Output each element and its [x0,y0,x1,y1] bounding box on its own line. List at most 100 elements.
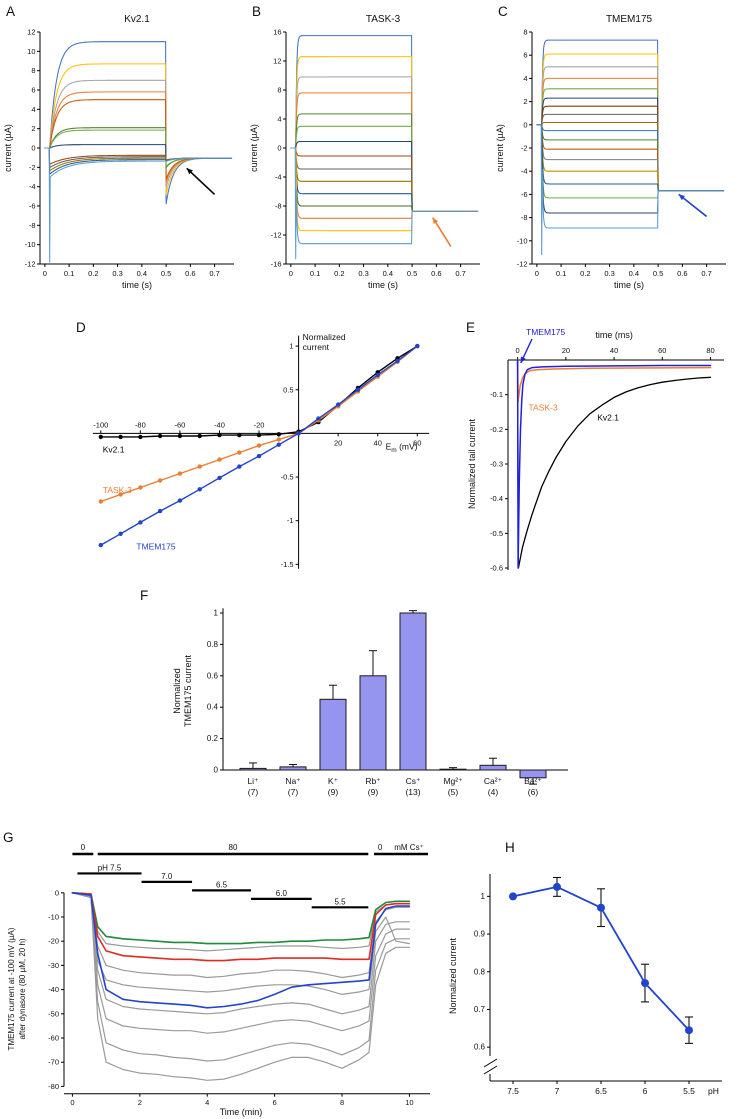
svg-text:12: 12 [273,57,281,66]
svg-text:current: current [303,342,330,352]
svg-text:0.4: 0.4 [137,269,147,278]
svg-text:80: 80 [706,346,714,355]
svg-text:1: 1 [481,892,486,901]
svg-text:-6: -6 [521,190,528,199]
svg-text:40: 40 [374,438,382,447]
svg-text:current (µA): current (µA) [495,124,505,172]
svg-text:-12: -12 [517,260,528,269]
panel-label-d: D [76,320,86,335]
svg-text:-60: -60 [174,420,185,429]
svg-text:Na⁺: Na⁺ [285,776,301,786]
svg-text:Em (mV): Em (mV) [386,441,418,454]
svg-text:5.5: 5.5 [683,1086,695,1096]
svg-text:0.7: 0.7 [455,269,465,278]
svg-text:-8: -8 [275,202,282,211]
svg-text:2: 2 [523,97,527,106]
svg-text:-0.3: -0.3 [490,460,503,469]
svg-text:-20: -20 [254,420,265,429]
svg-text:TASK-3: TASK-3 [103,485,132,495]
svg-text:8: 8 [340,1098,344,1107]
svg-text:0.4: 0.4 [383,269,393,278]
svg-text:6.5: 6.5 [216,880,228,889]
svg-text:pH 7.5: pH 7.5 [98,863,122,872]
svg-text:Rb⁺: Rb⁺ [365,776,381,786]
panel-b-task3-traces-chart: TASK-3 -16 -12 -8 -4 0 4 8 12 16 0 0.1 0.2 0.3 0.4 0.5 0… [249,14,480,290]
svg-text:0.6: 0.6 [677,269,687,278]
svg-text:(4): (4) [488,787,499,797]
svg-text:10: 10 [27,47,35,56]
panel-label-a: A [6,4,16,19]
svg-text:(5): (5) [448,787,459,797]
svg-text:-60: -60 [48,1034,59,1043]
svg-text:6: 6 [523,51,527,60]
svg-text:-80: -80 [48,1082,59,1091]
svg-text:-0.6: -0.6 [490,564,503,573]
svg-text:-10: -10 [48,913,59,922]
svg-text:Time (min): Time (min) [220,1107,263,1117]
svg-text:20: 20 [334,438,342,447]
svg-text:20: 20 [562,346,570,355]
svg-text:TMEM175 current at -100 mV (µA: TMEM175 current at -100 mV (µA) [7,927,16,1050]
svg-text:0: 0 [289,269,293,278]
svg-text:0.7: 0.7 [474,1005,486,1014]
svg-text:TASK-3: TASK-3 [528,402,557,412]
svg-text:(6): (6) [528,787,539,797]
svg-text:4: 4 [31,105,35,114]
svg-text:mM Cs⁺: mM Cs⁺ [394,843,424,852]
svg-text:0.6: 0.6 [185,269,195,278]
svg-text:Normalized current: Normalized current [448,937,458,1014]
svg-text:-0.5: -0.5 [490,529,503,538]
svg-text:0: 0 [31,144,35,153]
svg-text:0.1: 0.1 [556,269,566,278]
svg-text:time (s): time (s) [614,280,644,290]
panel-label-c: C [498,4,508,19]
svg-text:-12: -12 [271,231,282,240]
svg-text:0.5: 0.5 [407,269,417,278]
svg-text:80: 80 [229,843,238,852]
svg-text:-10: -10 [25,240,36,249]
svg-text:time (ms): time (ms) [595,330,633,340]
svg-text:time (s): time (s) [368,280,398,290]
svg-text:after dynasore (80 µM, 20 h): after dynasore (80 µM, 20 h) [18,938,27,1039]
svg-text:60: 60 [658,346,666,355]
svg-text:-0.1: -0.1 [490,390,503,399]
svg-text:0: 0 [535,269,539,278]
panel-label-h: H [505,840,515,855]
svg-text:40: 40 [610,346,618,355]
svg-text:8: 8 [277,86,281,95]
panel-label-e: E [466,320,476,335]
svg-text:-4: -4 [29,182,36,191]
svg-text:-8: -8 [29,221,36,230]
svg-text:Cs⁺: Cs⁺ [406,776,421,786]
svg-text:-0.2: -0.2 [490,425,503,434]
svg-text:16: 16 [273,28,281,37]
svg-text:current (µA): current (µA) [249,124,259,172]
svg-text:0.2: 0.2 [207,734,219,743]
svg-text:TMEM175: TMEM175 [526,327,565,337]
svg-text:-1: -1 [287,516,294,525]
svg-text:0.4: 0.4 [207,703,219,712]
svg-text:(9): (9) [368,787,379,797]
svg-text:4: 4 [523,74,527,83]
svg-text:Mg²⁺: Mg²⁺ [443,776,463,786]
svg-text:0.8: 0.8 [207,640,219,649]
svg-text:-0.4: -0.4 [490,494,503,503]
panel-h-ph-dependence-chart: 0.6 0.7 0.8 0.9 1 7.5 7 6.5 6 5.5 pH Normalized cur… [448,874,722,1096]
svg-text:0: 0 [70,1098,74,1107]
svg-text:-40: -40 [48,985,59,994]
svg-text:0.3: 0.3 [112,269,122,278]
svg-text:60: 60 [413,438,421,447]
svg-text:-20: -20 [48,937,59,946]
svg-text:TMEM175: TMEM175 [136,542,175,552]
svg-text:Kv2.1: Kv2.1 [103,445,125,455]
svg-text:4: 4 [277,115,281,124]
svg-text:K⁺: K⁺ [328,776,339,786]
svg-text:-1.5: -1.5 [281,560,294,569]
svg-text:-12: -12 [25,260,36,269]
svg-text:6: 6 [643,1086,648,1096]
panel-label-f: F [140,588,149,603]
svg-text:4: 4 [205,1098,209,1107]
svg-text:0.6: 0.6 [474,1043,486,1052]
svg-text:8: 8 [523,28,527,37]
svg-text:(9): (9) [328,787,339,797]
